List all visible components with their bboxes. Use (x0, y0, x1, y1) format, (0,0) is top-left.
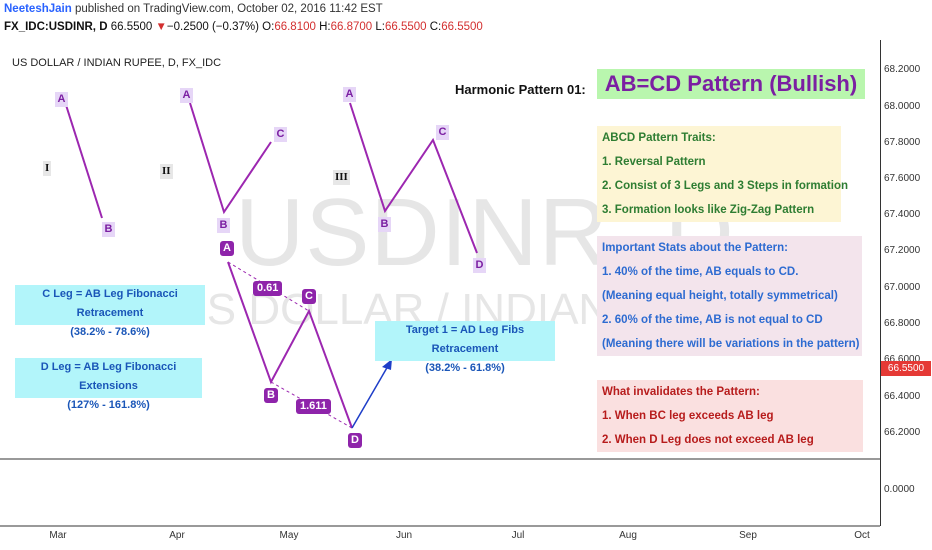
c-leg-range: (38.2% - 78.6%) (70, 326, 150, 338)
pattern-2-point-b[interactable]: B (217, 218, 230, 233)
y-tick: 66.2000 (884, 427, 921, 438)
close-value: 66.5500 (441, 21, 483, 33)
stats-item: (Meaning equal height, totally symmetric… (602, 290, 838, 302)
x-tick: Aug (619, 530, 637, 541)
pattern-3-line[interactable] (349, 102, 478, 254)
ratio-label-bd[interactable]: 1.611 (296, 399, 331, 414)
pattern-3-point-d[interactable]: D (473, 258, 486, 273)
traits-heading: ABCD Pattern Traits: (602, 132, 716, 144)
stats-heading: Important Stats about the Pattern: (602, 242, 788, 254)
y-tick: 68.0000 (884, 101, 921, 112)
harmonic-pattern-label: Harmonic Pattern 01: (455, 82, 586, 97)
y-tick: 67.4000 (884, 209, 921, 220)
traits-panel[interactable]: ABCD Pattern Traits: 1. Reversal Pattern… (597, 126, 849, 222)
invalid-item: 2. When D Leg does not exceed AB leg (602, 434, 814, 446)
open-value: 66.8100 (274, 21, 316, 33)
harmonic-pattern-title[interactable]: AB=CD Pattern (Bullish) (597, 69, 865, 99)
invalidation-panel[interactable]: What invalidates the Pattern: 1. When BC… (597, 380, 863, 452)
ratio-label-ac[interactable]: 0.61 (253, 281, 283, 296)
pattern-1-line[interactable] (65, 104, 103, 219)
low-label: L: (375, 21, 385, 33)
price-change: −0.2500 (−0.37%) (166, 21, 259, 33)
target-note[interactable]: Target 1 = AD Leg Fibs Retracement (38.2… (375, 321, 555, 374)
symbol-line: FX_IDC:USDINR, D 66.5500 ▼−0.2500 (−0.37… (4, 21, 483, 33)
stats-panel[interactable]: Important Stats about the Pattern: 1. 40… (597, 236, 862, 356)
target-arrow-line[interactable] (351, 365, 389, 429)
roman-label-3[interactable]: III (333, 170, 350, 185)
main-point-c[interactable]: C (302, 289, 316, 304)
y-tick: 67.2000 (884, 245, 921, 256)
y-tick: 67.0000 (884, 282, 921, 293)
main-point-d[interactable]: D (348, 433, 362, 448)
price-axis[interactable] (880, 40, 932, 526)
invalid-item: 1. When BC leg exceeds AB leg (602, 410, 774, 422)
target-range: (38.2% - 61.8%) (425, 362, 505, 374)
high-label: H: (319, 21, 331, 33)
x-tick: Jun (395, 530, 413, 541)
x-tick: Mar (49, 530, 67, 541)
down-arrow-icon: ▼ (155, 21, 167, 33)
published-text: published on TradingView.com, October 02… (74, 3, 383, 15)
open-label: O: (262, 21, 275, 33)
trait-item: 1. Reversal Pattern (602, 156, 706, 168)
x-tick: Jul (511, 530, 525, 541)
stats-item: 1. 40% of the time, AB equals to CD. (602, 266, 799, 278)
y-tick: 66.8000 (884, 318, 921, 329)
high-value: 66.8700 (330, 21, 373, 33)
symbol-name[interactable]: FX_IDC:USDINR, D (4, 21, 108, 33)
y-tick: 67.6000 (884, 173, 921, 184)
main-abcd-line[interactable] (227, 261, 353, 429)
x-tick: May (279, 530, 299, 541)
target-title: Target 1 = AD Leg Fibs Retracement (405, 324, 525, 355)
ac-ratio-line (227, 261, 310, 312)
pattern-2-point-c[interactable]: C (274, 127, 287, 142)
publisher-line: NeeteshJain published on TradingView.com… (4, 3, 383, 15)
x-tick: Oct (854, 530, 870, 541)
pattern-3-point-b[interactable]: B (378, 217, 391, 232)
arrowhead-icon (382, 359, 392, 370)
c-leg-note[interactable]: C Leg = AB Leg Fibonacci Retracement (38… (15, 285, 205, 338)
low-value: 66.5500 (384, 21, 427, 33)
chart-title: US DOLLAR / INDIAN RUPEE, D, FX_IDC (12, 57, 222, 69)
d-leg-range: (127% - 161.8%) (67, 399, 150, 411)
y-tick: 66.6000 (884, 354, 921, 365)
x-tick: Sep (739, 530, 757, 541)
last-price-tag: 66.5500 (881, 361, 931, 376)
stats-item: (Meaning there will be variations in the… (602, 338, 860, 350)
y-tick: 66.4000 (884, 391, 921, 402)
main-point-b[interactable]: B (264, 388, 278, 403)
close-label: C: (429, 21, 442, 33)
pattern-1-point-b[interactable]: B (102, 222, 115, 237)
pattern-2-point-a[interactable]: A (180, 88, 193, 103)
pattern-1-point-a[interactable]: A (55, 92, 68, 107)
d-leg-title: D Leg = AB Leg Fibonacci Extensions (40, 361, 177, 392)
pattern-3-point-a[interactable]: A (343, 87, 356, 102)
invalid-heading: What invalidates the Pattern: (602, 386, 760, 398)
d-leg-note[interactable]: D Leg = AB Leg Fibonacci Extensions (127… (15, 358, 202, 411)
last-price: 66.5500 (110, 21, 153, 33)
roman-label-1[interactable]: I (43, 161, 52, 176)
y-tick: 67.8000 (884, 137, 921, 148)
x-tick: Apr (169, 530, 185, 541)
roman-label-2[interactable]: II (160, 164, 173, 179)
stats-item: 2. 60% of the time, AB is not equal to C… (602, 314, 823, 326)
pattern-2-line[interactable] (189, 102, 272, 215)
y-tick: 68.2000 (884, 64, 921, 75)
y-tick: 0.0000 (884, 484, 915, 495)
trait-item: 3. Formation looks like Zig-Zag Pattern (602, 204, 815, 216)
trait-item: 2. Consist of 3 Legs and 3 Steps in form… (602, 180, 849, 192)
author-name[interactable]: NeeteshJain (4, 3, 72, 15)
main-point-a[interactable]: A (220, 241, 234, 256)
pattern-3-point-c[interactable]: C (436, 125, 449, 140)
c-leg-title: C Leg = AB Leg Fibonacci Retracement (42, 288, 178, 319)
